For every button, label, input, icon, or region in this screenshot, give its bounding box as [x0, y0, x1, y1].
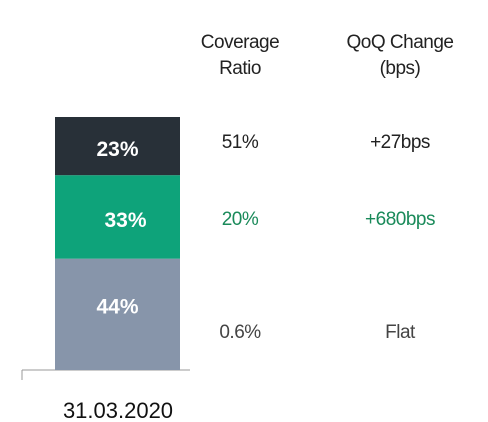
data-label: 33%: [104, 209, 146, 232]
bar-segment: [55, 258, 180, 370]
column-header: QoQ Change (bps): [346, 32, 454, 79]
table-cell: 0.6%: [219, 322, 261, 343]
column-header: Coverage Ratio: [200, 32, 280, 79]
bar-segment: [55, 175, 180, 259]
data-label: 23%: [96, 138, 138, 161]
table-cell: +680bps: [365, 209, 435, 230]
table-cell: Flat: [385, 322, 415, 343]
table-cell: +27bps: [370, 132, 430, 153]
table-cell: 20%: [221, 209, 259, 230]
x-tick-label: 31.03.2020: [63, 398, 173, 422]
table-cell: 51%: [221, 132, 259, 153]
bar-segment: [55, 117, 180, 176]
data-label: 44%: [96, 295, 138, 318]
